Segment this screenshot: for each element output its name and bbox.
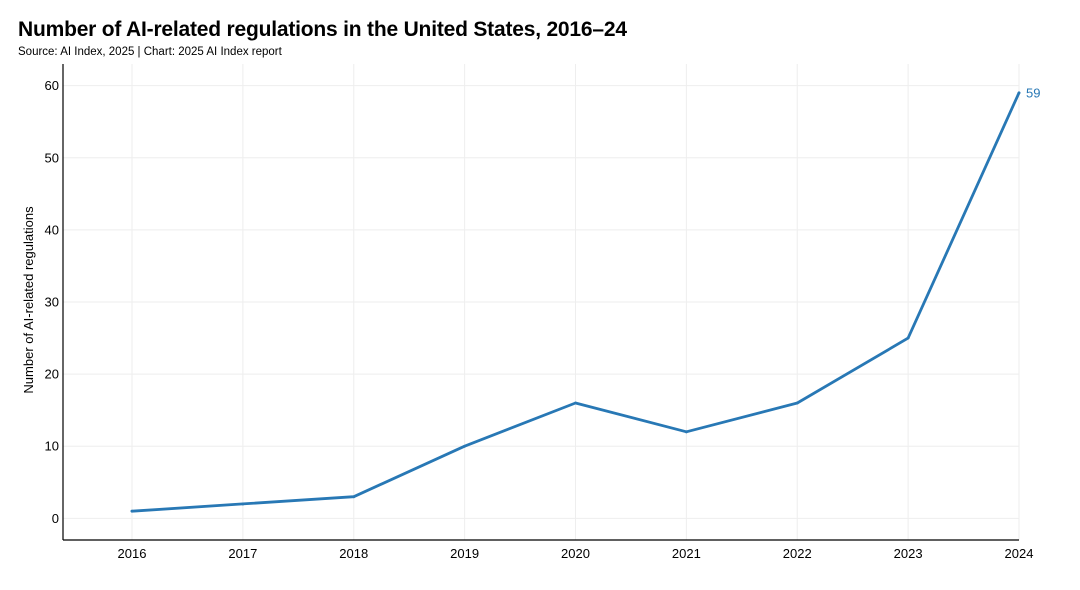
chart-title: Number of AI-related regulations in the … — [18, 18, 627, 41]
data-point — [906, 336, 910, 340]
x-tick-label: 2022 — [783, 546, 812, 561]
data-point — [352, 495, 356, 499]
x-tick-label: 2021 — [672, 546, 701, 561]
data-point — [684, 430, 688, 434]
chart-source: Source: AI Index, 2025 | Chart: 2025 AI … — [18, 46, 282, 58]
y-tick-label: 20 — [45, 367, 59, 382]
data-label: 59 — [1026, 85, 1040, 100]
y-axis-title: Number of AI-related regulations — [21, 206, 36, 394]
x-axis: 2016 2017 2018 2019 2020 2021 2022 2023 2024 — [63, 539, 1034, 561]
grid-lines — [63, 64, 1020, 540]
x-tick-label: 2019 — [450, 546, 479, 561]
x-tick-label: 2017 — [228, 546, 257, 561]
x-tick-label: 2023 — [894, 546, 923, 561]
y-tick-label: 0 — [52, 511, 59, 526]
data-point — [795, 401, 799, 405]
y-tick-label: 40 — [45, 222, 59, 237]
data-point — [1017, 91, 1021, 95]
data-point — [574, 401, 577, 405]
x-tick-label: 2024 — [1005, 546, 1034, 561]
x-tick-label: 2020 — [561, 546, 590, 561]
y-tick-label: 10 — [45, 439, 59, 454]
x-tick-label: 2016 — [118, 546, 147, 561]
data-point — [130, 509, 134, 513]
data-point — [241, 502, 245, 506]
y-tick-label: 50 — [45, 150, 59, 165]
y-axis: 0 10 20 30 40 50 60 — [45, 64, 64, 540]
series-group: 59 — [130, 85, 1040, 513]
data-point — [463, 444, 467, 448]
y-tick-label: 30 — [45, 295, 59, 310]
x-tick-label: 2018 — [339, 546, 368, 561]
y-tick-label: 60 — [45, 78, 59, 93]
